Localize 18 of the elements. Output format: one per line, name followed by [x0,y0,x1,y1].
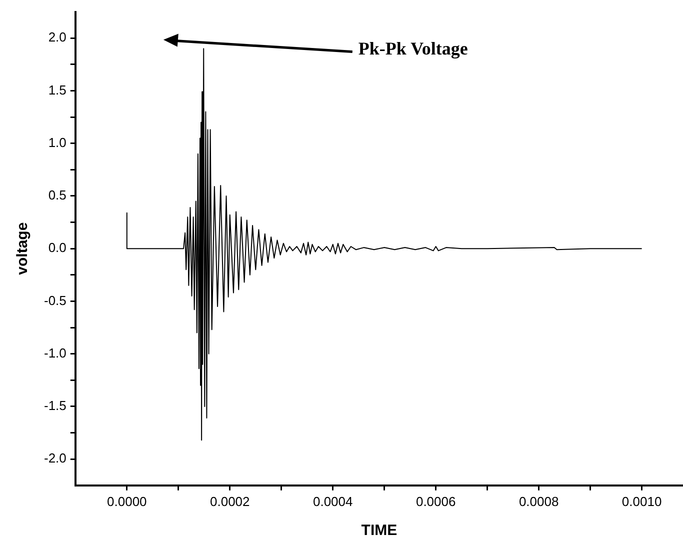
x-tick-label: 0.0002 [210,494,250,509]
x-tick-label: 0.0004 [312,494,353,509]
y-tick-label: 1.5 [48,82,66,98]
y-tick-label: 0.5 [48,188,66,203]
annotation: Pk-Pk Voltage [358,38,468,58]
x-axis-title: TIME [361,522,398,540]
y-axis-title: voltage [14,222,32,275]
y-tick-label: -1.5 [44,398,66,414]
y-tick-label: -0.5 [44,292,66,308]
y-tick-label: -2.0 [44,450,66,466]
y-tick-label: -1.0 [44,345,66,360]
x-tick-label: 0.0010 [622,494,662,509]
x-tick-label: 0.0008 [518,494,559,509]
y-tick-label: 0.0 [48,240,66,256]
x-tick-label: 0.0000 [107,494,147,509]
y-tick-label: 1.0 [48,134,66,150]
y-tick-label: 2.0 [48,30,66,45]
x-tick-label: 0.0006 [416,494,456,509]
